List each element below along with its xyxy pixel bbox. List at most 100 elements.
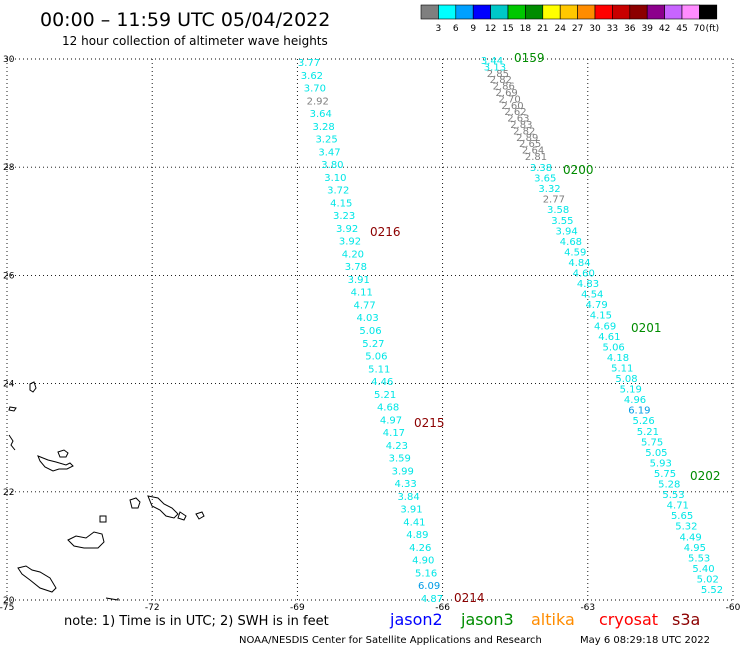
wave-height-value: 3.70 [304, 84, 326, 95]
island-jamaica [17, 565, 57, 593]
wave-height-value: 3.58 [547, 205, 569, 216]
wave-height-value: 3.13 [484, 62, 506, 73]
island-turks [57, 449, 69, 458]
color-scale-label: 12 [485, 24, 496, 34]
map-title: 00:00 – 11:59 UTC 05/04/2022 [40, 9, 330, 31]
wave-height-value: 2.63 [507, 114, 529, 125]
wave-height-value: 3.38 [530, 163, 552, 174]
color-scale-label: 70 [694, 24, 706, 34]
color-scale-unit: (ft) [706, 24, 720, 34]
color-scale-bar: 3 6 9 12 15 18 21 24 27 30 33 36 39 42 45 70 (ft) [420, 4, 720, 34]
pass-time-label: 0200 [563, 163, 594, 177]
lat-tick-label: 28 [3, 163, 15, 173]
wave-height-value: 3.47 [318, 147, 340, 158]
wave-height-value: 2.85 [487, 69, 509, 80]
wave-height-value: 5.21 [637, 427, 659, 438]
color-swatch [525, 4, 544, 20]
footer-timestamp: May 6 08:29:18 UTC 2022 [580, 635, 710, 646]
wave-height-value: 5.28 [658, 480, 680, 491]
wave-height-value: 4.54 [581, 290, 603, 301]
wave-height-value: 2.60 [501, 101, 523, 112]
lon-tick-label: -60 [726, 603, 740, 613]
wave-height-value: 4.69 [594, 321, 616, 332]
color-scale-label: 30 [589, 24, 601, 34]
color-scale-label: 36 [624, 24, 636, 34]
wave-height-value: 3.72 [327, 186, 349, 197]
color-swatch [472, 4, 491, 20]
lon-tick-label: -63 [580, 603, 595, 613]
wave-height-value: 5.75 [641, 437, 663, 448]
color-swatch [438, 4, 457, 20]
wave-height-value: 4.26 [409, 543, 431, 554]
island-puerto-rico [129, 495, 205, 521]
color-swatch [507, 4, 526, 20]
wave-height-value: 4.79 [585, 300, 607, 311]
wave-height-value: 2.82 [513, 126, 535, 137]
wave-height-value: 2.62 [504, 107, 526, 118]
wave-height-value: 3.59 [389, 454, 411, 465]
wave-height-value: 5.65 [671, 511, 693, 522]
wave-height-value: 3.64 [310, 109, 332, 120]
wave-height-value: 4.90 [412, 556, 434, 567]
color-scale-label: 27 [572, 24, 583, 34]
wave-height-value: 3.92 [336, 224, 358, 235]
wave-height-value: 3.77 [298, 58, 320, 69]
wave-height-value: 3.25 [315, 135, 337, 146]
island-virgin [99, 515, 119, 601]
wave-height-value: 3.10 [324, 173, 346, 184]
wave-height-value: 4.61 [598, 332, 620, 343]
color-scale-label: 21 [537, 24, 548, 34]
wave-height-value: 3.91 [348, 275, 370, 286]
wave-height-value: 4.71 [667, 501, 689, 512]
color-scale-label: 24 [554, 24, 566, 34]
wave-height-value: 4.33 [395, 479, 417, 490]
lon-tick-label: -75 [0, 603, 14, 613]
wave-height-value: 3.78 [345, 262, 367, 273]
wave-height-value: 3.62 [301, 71, 323, 82]
wave-height-value: 2.64 [522, 146, 544, 157]
color-swatch [646, 4, 665, 20]
satellite-label: jason2 [389, 610, 443, 629]
wave-height-value: 4.59 [564, 247, 586, 258]
satellite-label: s3a [672, 610, 700, 629]
wave-height-value: 3.80 [321, 160, 343, 171]
wave-height-value: 5.19 [620, 385, 642, 396]
color-swatch [577, 4, 596, 20]
wave-height-value: 4.95 [684, 543, 706, 554]
pass-time-label: 0201 [631, 321, 662, 335]
wave-height-value: 4.03 [356, 313, 378, 324]
wave-height-value: 5.52 [701, 585, 723, 596]
color-swatch [542, 4, 561, 20]
color-swatch [699, 4, 718, 20]
map-subtitle: 12 hour collection of altimeter wave hei… [62, 34, 328, 48]
color-swatch [664, 4, 683, 20]
wave-height-value: 4.11 [351, 288, 373, 299]
color-scale-label: 45 [676, 24, 687, 34]
footer-credit: NOAA/NESDIS Center for Satellite Applica… [239, 635, 542, 646]
wave-height-value: 4.41 [403, 517, 425, 528]
wave-height-value: 4.23 [386, 441, 408, 452]
island-coastlines [8, 381, 205, 601]
wave-height-value: 3.55 [551, 216, 573, 227]
color-scale-label: 39 [641, 24, 653, 34]
wave-height-value: 5.75 [654, 469, 676, 480]
note-text: note: 1) Time is in UTC; 2) SWH is in fe… [64, 614, 329, 629]
color-swatch [629, 4, 648, 20]
color-swatch [612, 4, 631, 20]
wave-height-value: 5.08 [615, 374, 637, 385]
island-cuba-east [8, 434, 74, 472]
color-swatch [559, 4, 578, 20]
lon-tick-label: -66 [435, 603, 450, 613]
wave-height-value: 5.16 [415, 568, 437, 579]
wave-height-value: 4.77 [354, 300, 376, 311]
wave-height-value: 6.09 [418, 581, 440, 592]
wave-height-value: 3.92 [339, 237, 361, 248]
wave-height-value: 2.81 [525, 152, 547, 163]
color-swatch [420, 4, 439, 20]
island-bahamas-north [8, 381, 37, 412]
wave-height-value: 4.15 [590, 311, 612, 322]
wave-height-value: 4.96 [624, 395, 646, 406]
wave-height-value: 5.21 [374, 390, 396, 401]
wave-height-value: 5.06 [359, 326, 381, 337]
wave-height-value: 2.89 [516, 133, 538, 144]
